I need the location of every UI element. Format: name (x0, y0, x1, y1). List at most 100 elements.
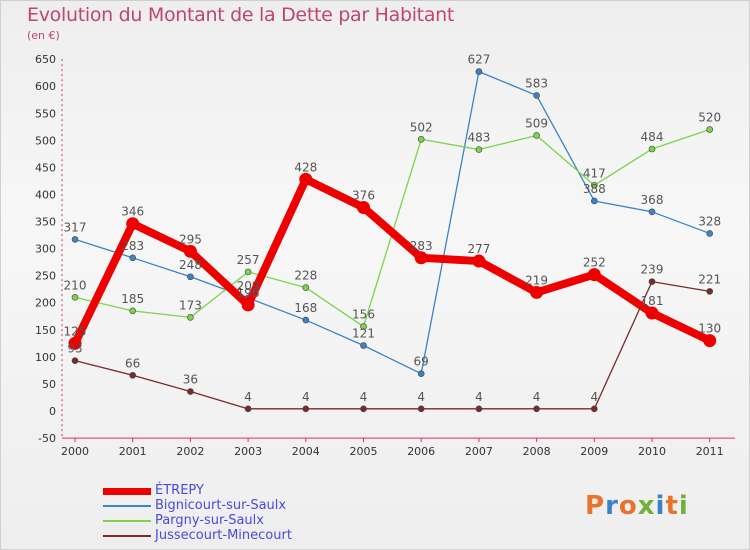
series-line-bignicourt-sur-saulx (74, 70, 711, 375)
data-label-jussecourt-minecourt: 221 (698, 272, 721, 286)
data-point-bignicourt-sur-saulx (706, 230, 714, 237)
data-point-jussecourt-minecourt (533, 405, 540, 413)
data-point-pargny-sur-saulx (360, 323, 367, 330)
data-point-jussecourt-minecourt (590, 405, 598, 413)
data-point-jussecourt-minecourt (360, 405, 367, 413)
y-tick-label: -50 (38, 432, 56, 445)
data-label-etrepy: 277 (467, 242, 490, 256)
data-label-bignicourt-sur-saulx: 248 (179, 258, 202, 272)
data-point-etrepy (68, 336, 82, 350)
data-point-pargny-sur-saulx (417, 135, 425, 143)
y-tick-label: 150 (35, 324, 56, 337)
data-label-etrepy: 295 (179, 232, 202, 246)
data-point-jussecourt-minecourt (71, 357, 79, 364)
data-point-jussecourt-minecourt (302, 405, 310, 413)
data-point-bignicourt-sur-saulx (187, 273, 194, 281)
data-label-bignicourt-sur-saulx: 168 (294, 301, 317, 315)
data-label-etrepy: 219 (525, 273, 548, 287)
data-label-pargny-sur-saulx: 156 (352, 308, 375, 322)
data-point-etrepy (357, 200, 370, 214)
data-label-etrepy: 252 (583, 256, 606, 270)
legend-label-etrepy: ÉTREPY (155, 483, 204, 498)
legend-label-bignicourt: Bignicourt-sur-Saulx (155, 498, 287, 513)
data-point-pargny-sur-saulx (302, 284, 310, 291)
data-label-pargny-sur-saulx: 502 (410, 120, 433, 134)
data-point-bignicourt-sur-saulx (360, 342, 367, 349)
data-label-pargny-sur-saulx: 509 (525, 116, 548, 130)
data-point-bignicourt-sur-saulx (129, 254, 136, 262)
x-tick-label: 2002 (176, 445, 204, 458)
y-tick-label: 600 (35, 80, 56, 93)
data-label-jussecourt-minecourt: 239 (641, 263, 664, 277)
data-point-bignicourt-sur-saulx (71, 236, 79, 243)
data-point-pargny-sur-saulx (590, 181, 598, 189)
data-point-pargny-sur-saulx (129, 307, 136, 315)
data-label-jussecourt-minecourt: 4 (360, 390, 368, 404)
data-point-etrepy (703, 334, 717, 348)
data-label-etrepy: 125 (64, 324, 87, 338)
chart-subtitle: (en €) (27, 29, 60, 42)
series-line-jussecourt-minecourt (74, 280, 711, 410)
data-label-bignicourt-sur-saulx: 328 (698, 214, 721, 228)
data-label-bignicourt-sur-saulx: 583 (525, 76, 548, 90)
data-label-pargny-sur-saulx: 484 (641, 130, 664, 144)
data-point-pargny-sur-saulx (475, 146, 483, 153)
data-label-bignicourt-sur-saulx: 69 (414, 355, 429, 369)
data-point-etrepy (645, 306, 659, 320)
data-label-jussecourt-minecourt: 4 (302, 390, 310, 404)
data-label-etrepy: 346 (121, 205, 144, 219)
data-point-jussecourt-minecourt (129, 371, 136, 379)
data-label-etrepy: 376 (352, 188, 375, 202)
y-tick-label: 300 (35, 243, 56, 256)
data-label-jussecourt-minecourt: 4 (475, 390, 483, 404)
y-tick-label: 100 (35, 351, 56, 364)
proxiti-logo: Proxiti (585, 491, 689, 521)
data-label-bignicourt-sur-saulx: 209 (237, 279, 260, 293)
legend-swatch-etrepy (103, 488, 151, 495)
data-label-bignicourt-sur-saulx: 317 (64, 220, 87, 234)
data-point-pargny-sur-saulx (244, 268, 252, 276)
data-point-etrepy (126, 217, 140, 231)
legend-label-pargny: Pargny-sur-Saulx (155, 513, 264, 528)
data-point-bignicourt-sur-saulx (590, 197, 598, 205)
legend-label-jussecourt: Jussecourt-Minecourt (155, 528, 292, 543)
data-label-jussecourt-minecourt: 4 (417, 390, 425, 404)
x-tick-label: 2004 (292, 445, 320, 458)
data-label-bignicourt-sur-saulx: 627 (467, 53, 490, 67)
x-tick-label: 2003 (234, 445, 262, 458)
y-tick-label: 400 (35, 188, 56, 201)
data-label-pargny-sur-saulx: 257 (237, 253, 260, 267)
chart-title: Evolution du Montant de la Dette par Hab… (27, 4, 455, 26)
data-point-etrepy (414, 251, 428, 265)
y-tick-label: 50 (42, 378, 56, 391)
y-tick-label: 0 (49, 405, 56, 418)
x-tick-label: 2011 (696, 445, 724, 458)
data-point-jussecourt-minecourt (187, 388, 194, 395)
x-tick-label: 2010 (638, 445, 666, 458)
x-tick-label: 2001 (119, 445, 147, 458)
data-label-etrepy: 181 (641, 294, 664, 308)
data-point-bignicourt-sur-saulx (417, 370, 425, 377)
data-label-pargny-sur-saulx: 185 (121, 292, 144, 306)
data-label-pargny-sur-saulx: 210 (64, 278, 87, 292)
data-point-etrepy (183, 244, 197, 258)
data-label-jussecourt-minecourt: 93 (67, 342, 82, 356)
legend-swatch-pargny (103, 520, 151, 522)
data-point-bignicourt-sur-saulx (302, 316, 310, 324)
x-tick-label: 2000 (61, 445, 89, 458)
data-label-jussecourt-minecourt: 4 (533, 390, 541, 404)
data-point-jussecourt-minecourt (648, 278, 656, 285)
y-tick-label: 200 (35, 297, 56, 310)
data-label-jussecourt-minecourt: 66 (125, 356, 140, 370)
y-tick-label: 250 (35, 270, 56, 283)
data-point-etrepy (241, 298, 255, 312)
data-label-bignicourt-sur-saulx: 283 (121, 239, 144, 253)
data-label-bignicourt-sur-saulx: 121 (352, 327, 375, 341)
x-tick-label: 2005 (350, 445, 378, 458)
data-point-pargny-sur-saulx (71, 294, 79, 301)
x-tick-label: 2009 (580, 445, 608, 458)
data-label-jussecourt-minecourt: 4 (244, 390, 252, 404)
y-tick-label: 550 (35, 107, 56, 120)
legend-swatch-bignicourt (103, 505, 151, 507)
